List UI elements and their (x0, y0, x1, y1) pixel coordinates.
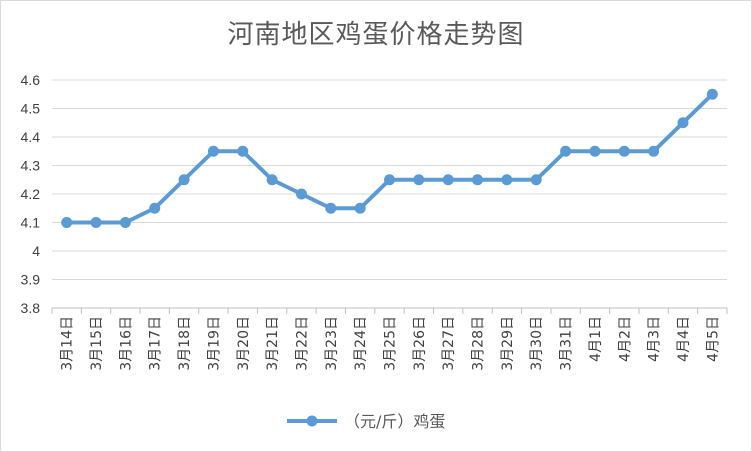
y-axis-ticks: 3.8 3.9 4 4.1 4.2 4.3 4.4 4.5 4.6 (21, 72, 41, 316)
y-tick-label: 4.2 (21, 186, 41, 202)
data-point (237, 145, 249, 157)
x-tick-label: 3月21日 (265, 316, 281, 371)
data-point (178, 174, 190, 186)
y-tick-label: 4.4 (21, 129, 41, 145)
y-tick-label: 4 (32, 243, 40, 259)
data-point (413, 174, 425, 186)
x-tick-label: 3月20日 (236, 316, 252, 371)
x-tick-label: 3月31日 (559, 316, 575, 371)
x-tick-label: 3月23日 (324, 316, 340, 371)
x-tick-label: 3月14日 (60, 316, 76, 371)
data-point (119, 217, 131, 228)
data-point (530, 174, 542, 186)
legend-marker (306, 415, 318, 427)
series-line (66, 92, 714, 225)
x-tick-label: 3月28日 (471, 316, 487, 371)
data-point (648, 145, 660, 157)
x-tick-label: 3月30日 (529, 316, 545, 371)
x-tick-label: 4月2日 (617, 316, 633, 362)
data-point (677, 117, 689, 129)
y-tick-label: 4.1 (21, 215, 41, 231)
data-point (295, 188, 307, 200)
legend-label: （元/斤）鸡蛋 (344, 412, 445, 431)
x-tick-label: 3月15日 (89, 316, 105, 371)
x-tick-label: 3月29日 (500, 316, 516, 371)
y-tick-label: 3.9 (21, 272, 41, 288)
data-point (90, 217, 102, 228)
y-tick-label: 4.6 (21, 72, 41, 88)
x-tick-label: 4月5日 (705, 316, 721, 362)
data-point (560, 145, 572, 157)
data-point (354, 202, 366, 214)
data-point (706, 88, 718, 100)
y-tick-label: 4.3 (21, 158, 41, 174)
x-tick-label: 3月26日 (412, 316, 428, 371)
data-point (472, 174, 484, 186)
x-tick-label: 3月24日 (353, 316, 369, 371)
gridlines (52, 79, 727, 280)
data-point (266, 174, 278, 186)
x-axis (51, 307, 728, 314)
x-tick-label: 3月17日 (148, 316, 164, 371)
data-point (207, 145, 219, 157)
data-point (384, 174, 395, 186)
data-point (442, 174, 454, 186)
x-tick-label: 3月19日 (206, 316, 222, 371)
x-tick-label: 3月22日 (294, 316, 310, 371)
data-point (61, 217, 73, 228)
x-tick-label: 4月3日 (647, 316, 663, 362)
x-axis-ticks: 3月14日 3月15日 3月16日 3月17日 3月18日 3月19日 3月20日 3月21日… (60, 316, 722, 371)
y-tick-label: 4.5 (21, 101, 41, 117)
x-tick-label: 3月27日 (441, 316, 457, 371)
data-point (618, 145, 630, 157)
x-tick-label: 4月1日 (588, 316, 604, 362)
data-point (589, 145, 601, 157)
x-tick-label: 4月4日 (676, 316, 692, 362)
chart-title: 河南地区鸡蛋价格走势图 (227, 20, 525, 50)
data-point (149, 202, 161, 214)
y-tick-label: 3.8 (21, 300, 41, 316)
x-tick-label: 3月25日 (383, 316, 399, 371)
x-tick-label: 3月18日 (177, 316, 193, 371)
x-tick-label: 3月16日 (118, 316, 134, 371)
data-point (501, 174, 513, 186)
data-point (325, 202, 337, 214)
series-layer (61, 88, 718, 228)
legend: （元/斤）鸡蛋 (287, 412, 445, 431)
